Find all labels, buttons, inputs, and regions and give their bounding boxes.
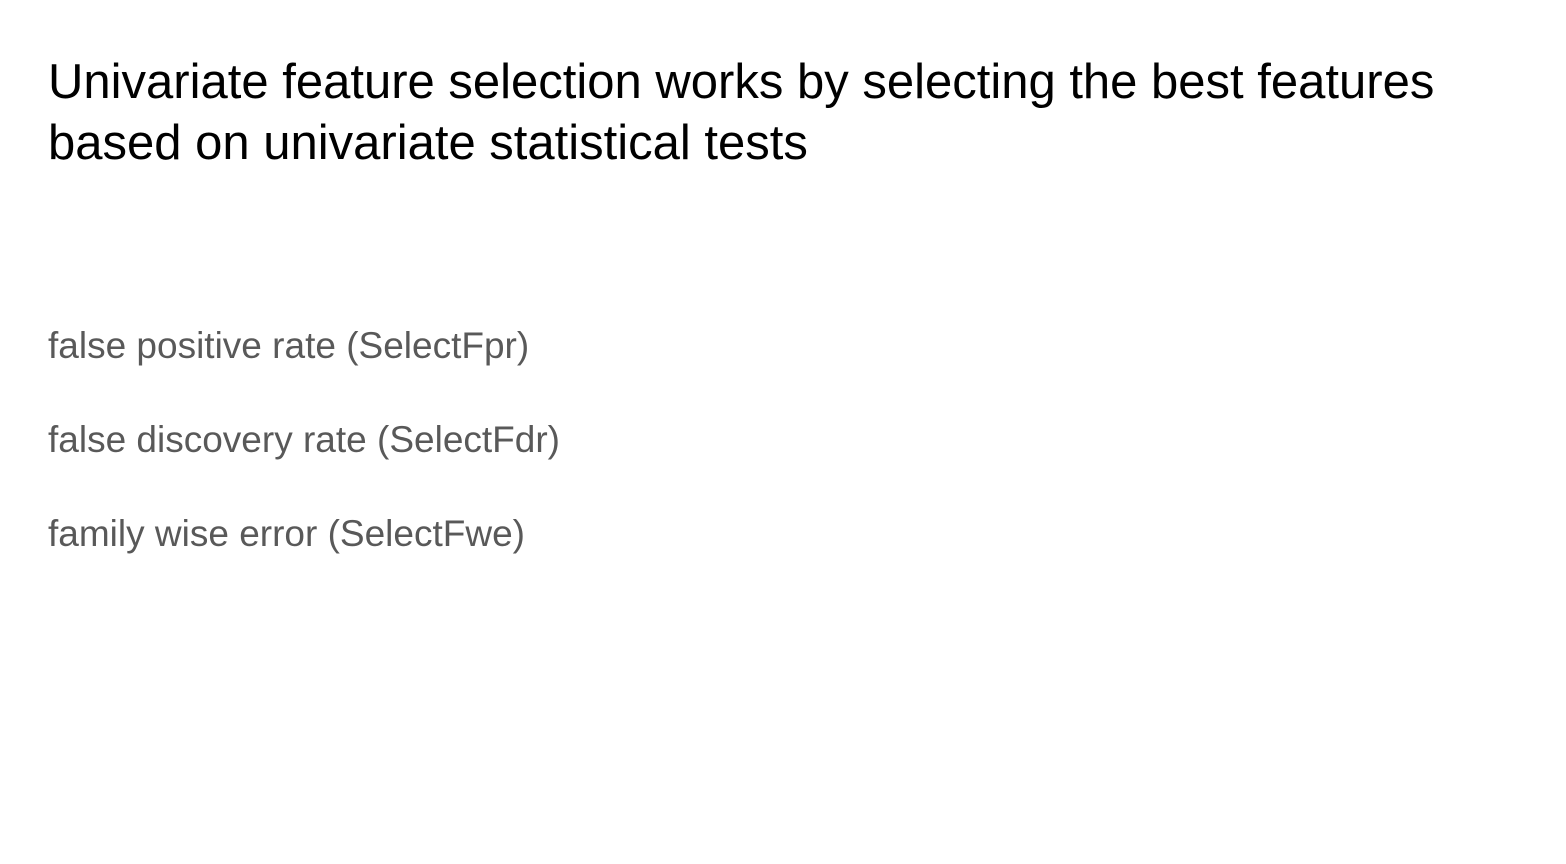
list-item-select-fdr: false discovery rate (SelectFdr) [48,419,561,460]
list-item-select-fpr: false positive rate (SelectFpr) [48,325,530,366]
list-item-select-fwe: family wise error (SelectFwe) [48,513,525,554]
slide-title: Univariate feature selection works by se… [48,55,1435,170]
selection-methods-list: false positive rate (SelectFpr) false di… [48,322,560,604]
